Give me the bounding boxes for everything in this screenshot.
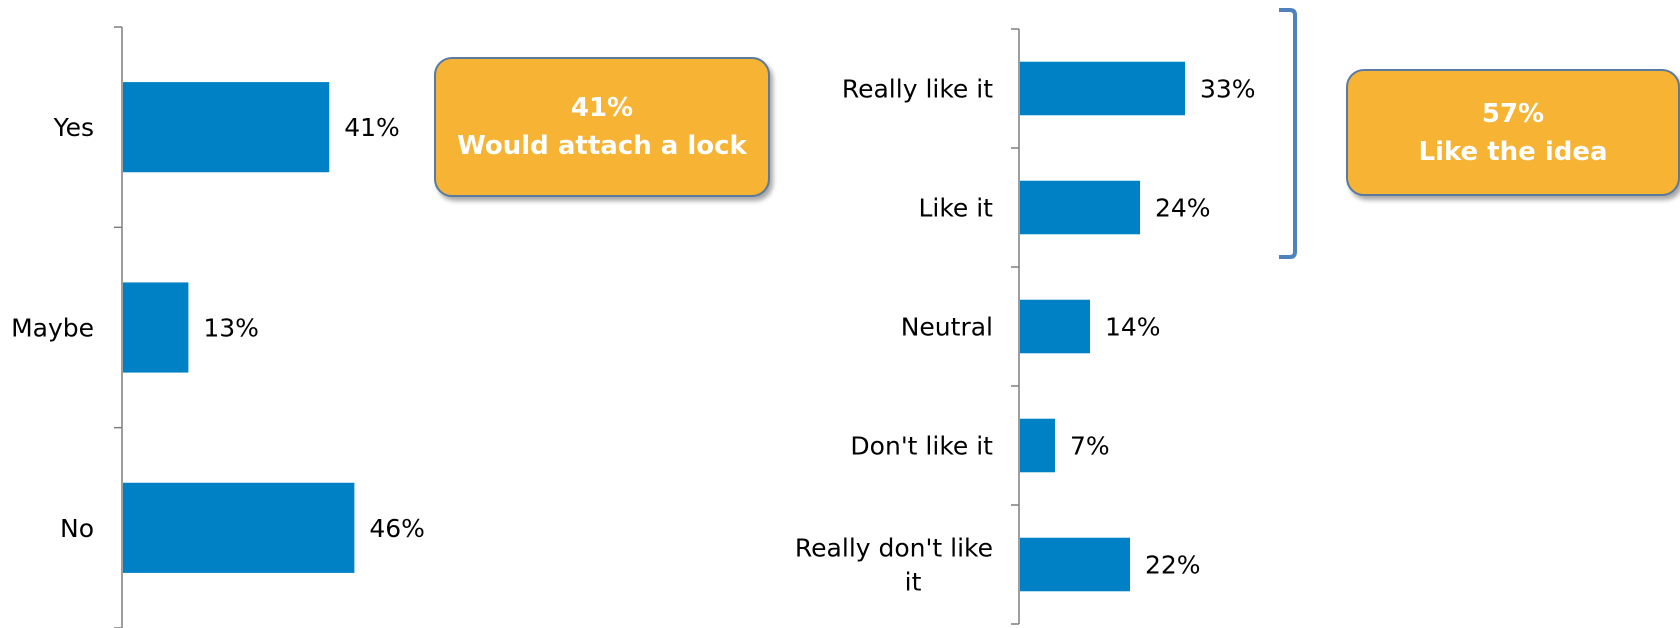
bar-yes <box>123 82 330 173</box>
category-label-no: No <box>60 514 94 543</box>
bar-really-like-it <box>1020 61 1185 116</box>
value-label-really-like-it: 33% <box>1200 75 1256 104</box>
category-label-maybe: Maybe <box>11 314 94 343</box>
chart-left-attach-lock: 41% Yes 13% Maybe 46% No <box>11 26 425 628</box>
bar-no <box>123 482 355 573</box>
category-label-really-don-t-like-it: Really don't like it <box>795 534 993 597</box>
category-label-don-t-like-it: Don't like it <box>850 432 993 461</box>
bar-don-t-like-it <box>1020 418 1055 473</box>
callout-right-text: Like the idea <box>1418 136 1608 167</box>
callout-like-the-idea: 57% Like the idea <box>1346 69 1680 196</box>
value-label-maybe: 13% <box>203 314 259 343</box>
value-label-no: 46% <box>369 514 425 543</box>
category-label-yes: Yes <box>53 113 94 142</box>
callout-left-text: Would attach a lock <box>457 131 747 161</box>
category-label-neutral: Neutral <box>901 313 993 342</box>
value-label-don-t-like-it: 7% <box>1070 432 1110 461</box>
callout-right-value: 57% <box>1481 98 1545 129</box>
value-label-neutral: 14% <box>1105 313 1161 342</box>
bar-maybe <box>123 282 189 373</box>
bracket-like-total <box>1279 8 1297 259</box>
category-label-really-like-it: Really like it <box>842 75 993 104</box>
callout-left-value: 41% <box>570 93 634 123</box>
bar-neutral <box>1020 299 1090 354</box>
callout-would-attach-lock: 41% Would attach a lock <box>434 57 770 197</box>
value-label-yes: 41% <box>344 113 400 142</box>
bar-really-don-t-like-it <box>1020 537 1130 592</box>
chart-right-like-idea: 33% Really like it 24% Like it 14% Neutral 7% D… <box>795 28 1256 625</box>
value-label-really-don-t-like-it: 22% <box>1145 551 1201 580</box>
category-label-like-it: Like it <box>918 194 993 223</box>
bar-like-it <box>1020 180 1140 235</box>
value-label-like-it: 24% <box>1155 194 1211 223</box>
